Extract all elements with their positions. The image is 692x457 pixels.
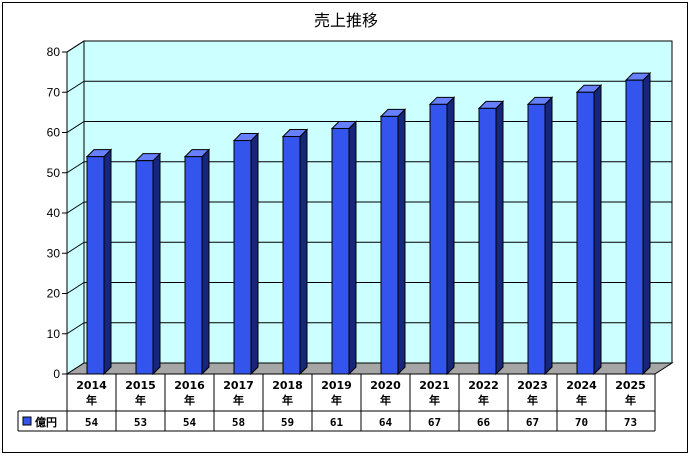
data-table: 54 53 54 58 59 61 64 67 66 67 70 73 億円: [17, 374, 656, 432]
bar: [232, 132, 260, 376]
x-tick-label: 2023: [517, 379, 548, 392]
bar: [183, 148, 211, 376]
data-table-value: 67: [428, 416, 441, 429]
y-tick-label: 0: [53, 367, 60, 381]
data-table-value: 70: [575, 416, 588, 429]
y-tick-label: 10: [47, 327, 61, 341]
y-axis-ticks: 0 10 20 30 40 50 60 70 80: [47, 45, 68, 381]
bar-front: [625, 79, 644, 375]
chart-title: 売上推移: [313, 11, 378, 30]
gridline-side: [66, 282, 85, 294]
x-tick-label: 年: [625, 393, 636, 407]
y-tick-label: 70: [47, 85, 61, 99]
data-table-value: 67: [526, 416, 539, 429]
bar-side: [250, 132, 259, 376]
x-tick-label: 2018: [272, 379, 303, 392]
y-tick-label: 60: [47, 126, 61, 140]
bar-front: [233, 140, 252, 375]
bar-side: [593, 84, 602, 376]
data-table-value: 54: [183, 416, 197, 429]
y-tick-label: 30: [47, 246, 61, 260]
bar: [624, 71, 652, 376]
bar: [477, 100, 505, 376]
bar-front: [478, 107, 497, 375]
x-tick-label: 2015: [125, 379, 156, 392]
data-table-value: 64: [379, 416, 393, 429]
x-tick-label: 2019: [321, 379, 352, 392]
x-tick-label: 年: [233, 393, 244, 407]
bar-front: [282, 136, 301, 375]
bar-side: [299, 128, 308, 376]
bar-side: [348, 120, 357, 376]
bar: [379, 108, 407, 376]
bar-front: [429, 103, 448, 375]
data-table-value: 73: [624, 416, 637, 429]
bar: [134, 152, 162, 376]
bar-front: [576, 91, 595, 375]
bar: [575, 84, 603, 376]
bar-front: [331, 127, 350, 375]
x-tick-label: 年: [380, 393, 391, 407]
bar-side: [495, 100, 504, 376]
data-table-value: 61: [330, 416, 344, 429]
bar-front: [380, 115, 399, 375]
bars: [85, 71, 652, 376]
bar: [281, 128, 309, 376]
bar: [428, 96, 456, 376]
gridline-side: [66, 241, 85, 254]
bar-front: [86, 156, 105, 375]
gridline-side: [66, 161, 85, 174]
y-tick-label: 20: [47, 287, 61, 301]
bar-side: [201, 148, 210, 376]
x-tick-label: 年: [135, 393, 146, 407]
data-table-value: 66: [477, 416, 491, 429]
x-tick-label: 2024: [566, 379, 597, 392]
y-tick-label: 80: [47, 45, 61, 59]
bar-side: [103, 148, 112, 376]
bar-side: [397, 108, 406, 376]
bar-front: [135, 160, 154, 375]
data-table-value: 54: [85, 416, 99, 429]
x-tick-label: 2021: [419, 379, 450, 392]
bar-side: [152, 152, 161, 376]
gridline-side: [66, 80, 85, 93]
bar-side: [446, 96, 455, 376]
x-tick-label: 年: [86, 393, 97, 407]
x-tick-label: 年: [478, 393, 489, 407]
gridline-side: [66, 201, 85, 214]
bar: [330, 120, 358, 376]
bar-side: [544, 96, 553, 376]
y-tick-label: 50: [47, 166, 61, 180]
x-tick-label: 年: [576, 393, 587, 407]
x-tick-label: 2020: [370, 379, 401, 392]
x-tick-label: 2017: [223, 379, 254, 392]
gridline-side: [66, 322, 85, 335]
x-tick-label: 年: [184, 393, 195, 407]
x-tick-label: 年: [527, 393, 538, 407]
x-tick-label: 2016: [174, 379, 205, 392]
bar: [526, 96, 554, 376]
bar-front: [527, 103, 546, 375]
bar-front: [184, 156, 203, 375]
legend-key: [22, 416, 32, 426]
x-tick-label: 年: [429, 393, 440, 407]
x-axis-labels: 2014年2015年2016年2017年2018年2019年2020年2021年…: [76, 379, 646, 407]
gridline-side: [66, 121, 85, 133]
gridline-side: [66, 40, 85, 53]
bar-side: [642, 71, 651, 376]
x-tick-label: 2022: [468, 379, 499, 392]
data-table-value: 58: [232, 416, 245, 429]
x-tick-label: 年: [331, 393, 342, 407]
bar: [85, 148, 113, 376]
gridlines: [66, 40, 672, 335]
x-tick-label: 2025: [615, 379, 646, 392]
x-tick-label: 2014: [76, 379, 107, 392]
data-table-value: 59: [281, 416, 294, 429]
data-table-value: 53: [134, 416, 147, 429]
x-tick-label: 年: [282, 393, 293, 407]
legend-label: 億円: [35, 415, 57, 429]
y-tick-label: 40: [47, 206, 61, 220]
